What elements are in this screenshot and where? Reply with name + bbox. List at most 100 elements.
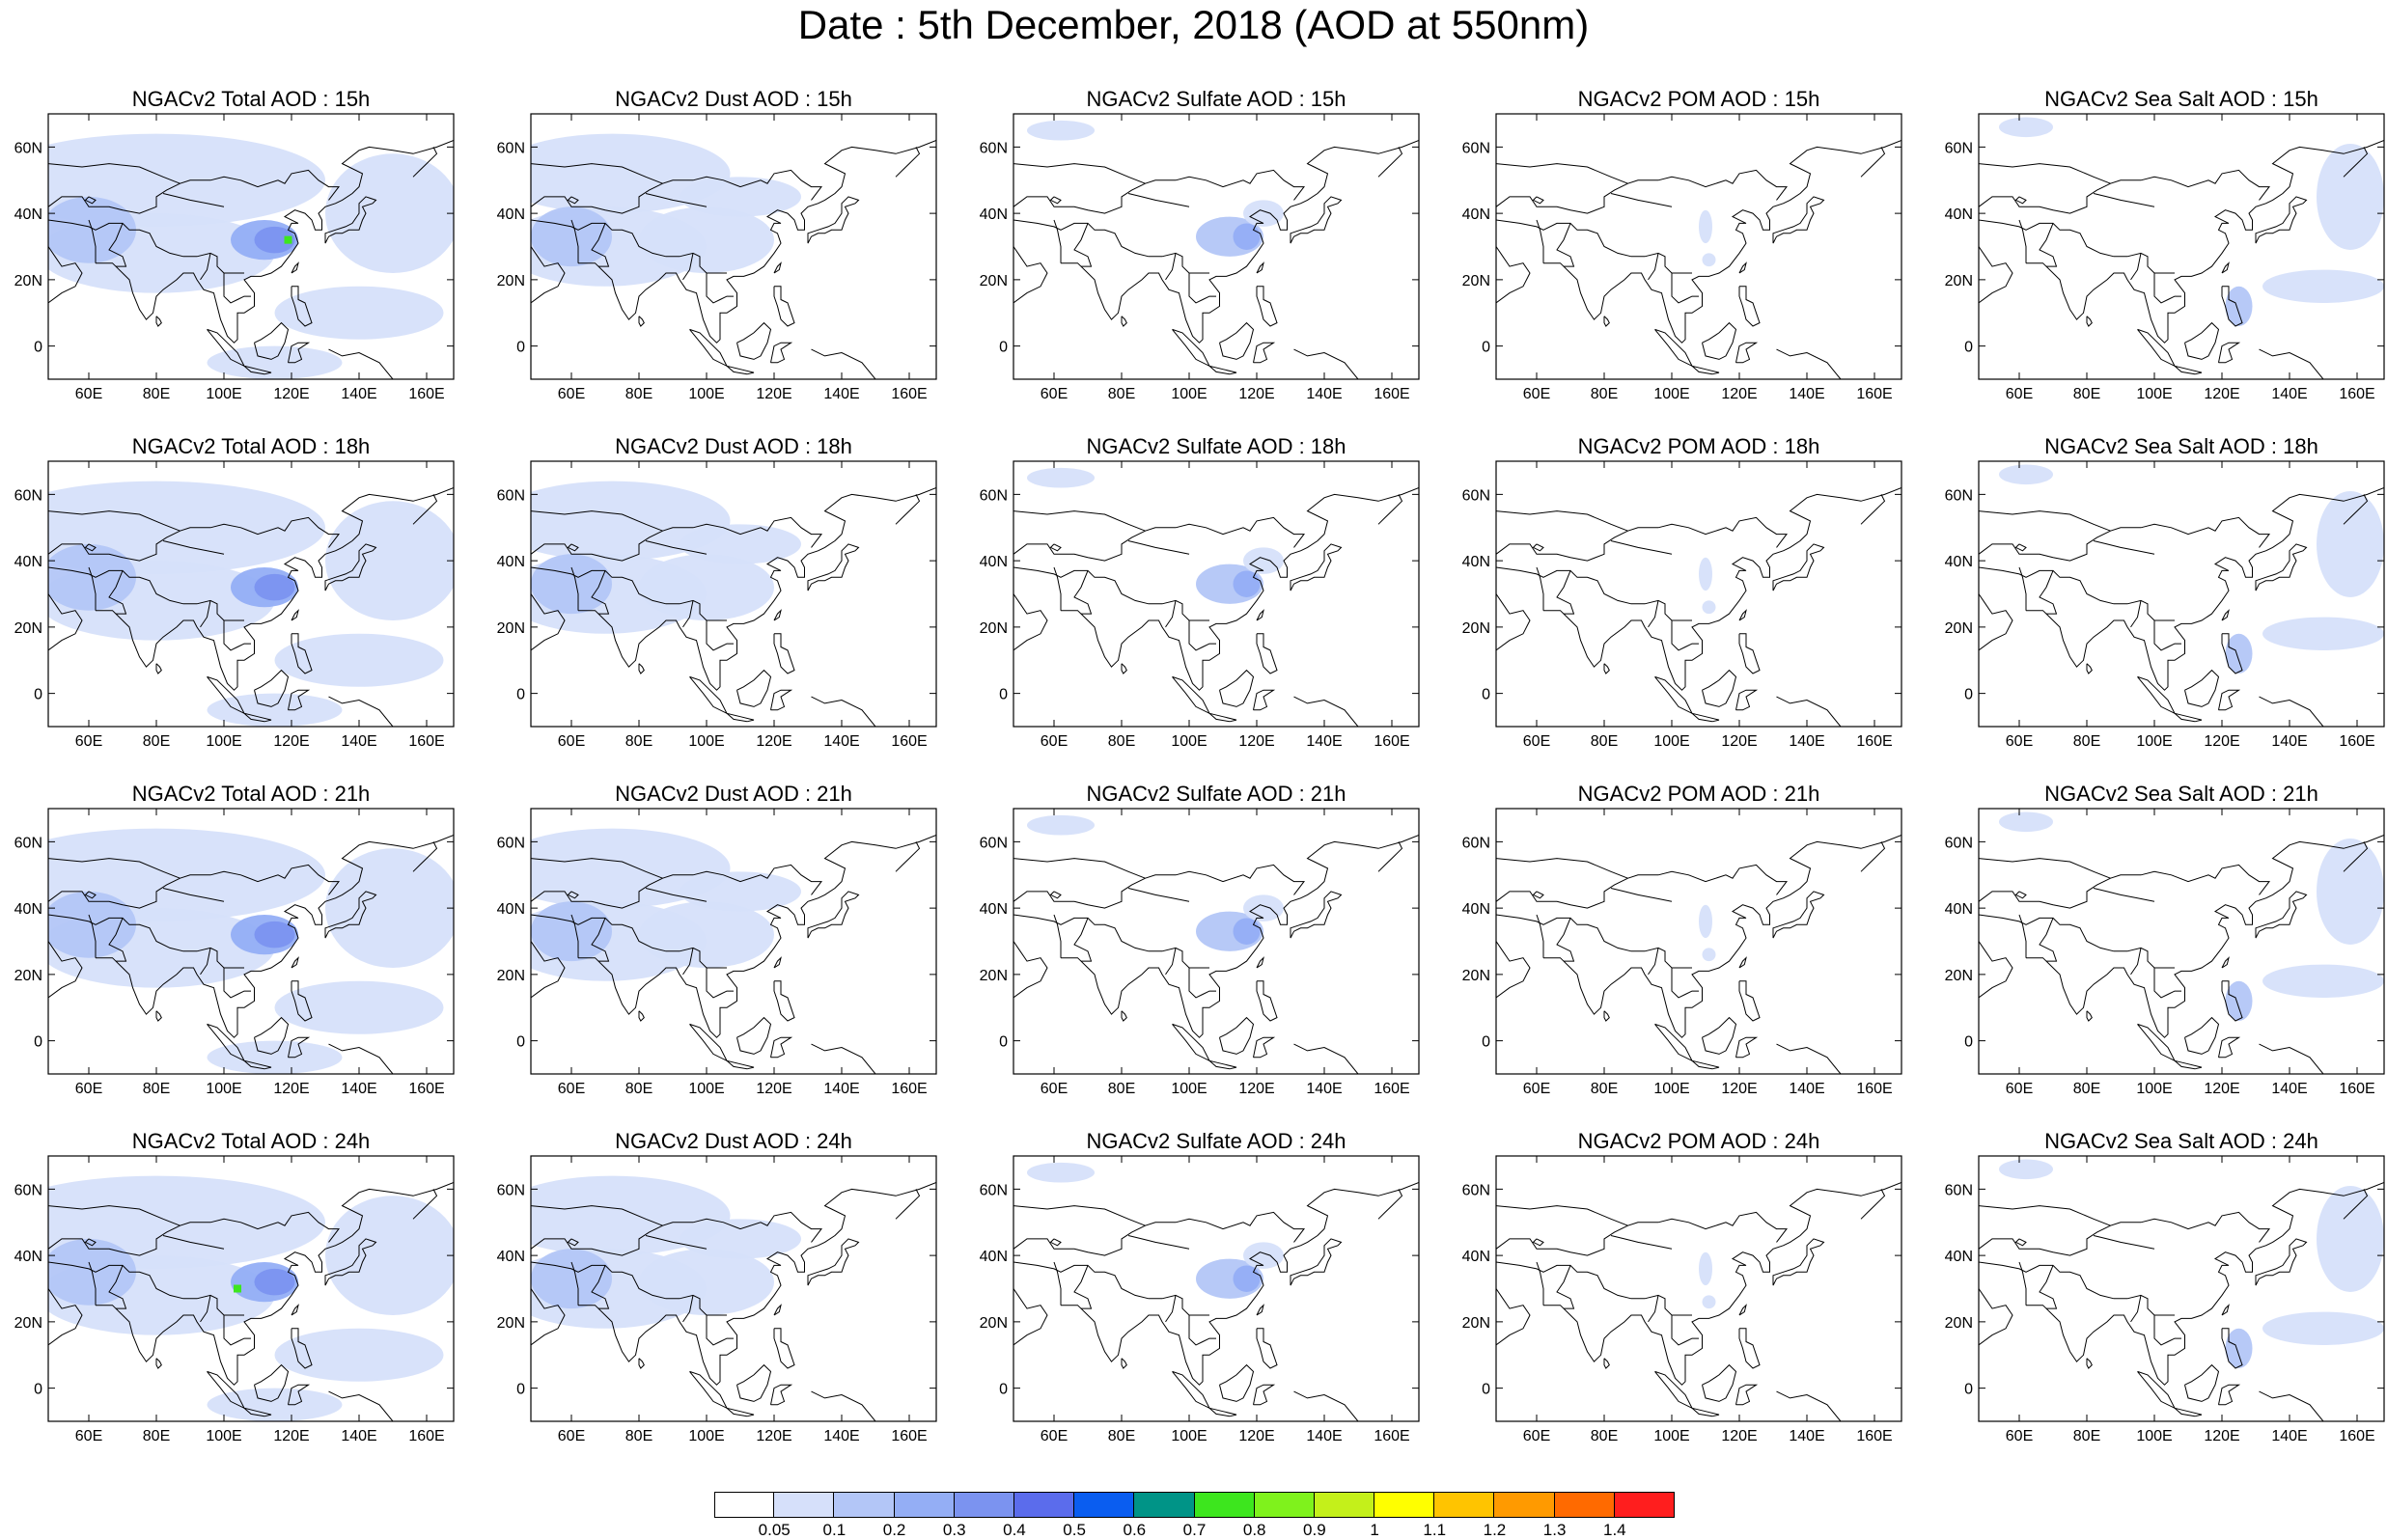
geo-line — [1979, 1261, 2175, 1316]
geo-line — [2221, 980, 2243, 1022]
lat-tick-label: 20N — [1462, 273, 1490, 289]
map-frame — [1495, 113, 1902, 380]
geo-line — [162, 193, 225, 207]
geo-line — [1172, 328, 1211, 368]
aod-field — [1027, 814, 1284, 951]
geo-line — [48, 1211, 341, 1256]
geo-line — [223, 968, 251, 999]
geo-line — [645, 540, 708, 555]
geo-line — [200, 948, 211, 976]
geo-line — [2221, 956, 2230, 969]
geo-line — [531, 593, 566, 651]
geo-line — [324, 1238, 377, 1286]
geo-line — [531, 1205, 663, 1226]
map-plot: 60N 40N 20N 0 60E 80E 100E 120E 140E 160E — [1462, 460, 1902, 750]
geo-line — [1735, 1384, 1759, 1406]
geo-line — [811, 348, 876, 379]
lat-tick-label: 40N — [980, 901, 1008, 918]
geo-line — [567, 891, 579, 899]
geo-line — [243, 365, 272, 375]
geo-line — [1496, 1288, 1531, 1346]
geo-line — [578, 835, 936, 1038]
lat-tick-label: 40N — [1462, 554, 1490, 570]
aod-field — [1699, 209, 1716, 267]
map-panel-dust-4: NGACv2 Dust AOD : 24h 60N 40N 20N 0 60E 80E 100… — [483, 1129, 965, 1471]
lat-tick-label: 60N — [1945, 487, 1973, 504]
geo-line — [1188, 620, 1216, 651]
geo-line — [2343, 1189, 2369, 1220]
lat-tick-label: 40N — [1462, 901, 1490, 918]
map-plot: 60N 40N 20N 0 60E 80E 100E 120E 140E 160E — [1462, 1155, 1902, 1444]
geo-line — [1691, 712, 1720, 723]
aod-shade — [325, 848, 454, 968]
coastlines — [48, 140, 454, 379]
geo-line — [84, 891, 97, 899]
map-plot: 60N 40N 20N 0 60E 80E 100E 120E 140E 160E — [980, 1155, 1420, 1444]
geo-line — [2255, 1238, 2308, 1286]
lat-tick-label: 40N — [497, 554, 525, 570]
geo-line — [2130, 948, 2142, 976]
geo-line — [578, 487, 936, 691]
lat-tick-label: 40N — [14, 554, 42, 570]
geo-line — [1610, 193, 1673, 207]
lon-tick-label: 160E — [1856, 386, 1892, 402]
geo-line — [682, 253, 694, 281]
lon-tick-label: 160E — [408, 1428, 444, 1444]
geo-line — [88, 219, 97, 263]
geo-line — [1702, 1016, 1737, 1055]
lon-tick-label: 160E — [408, 733, 444, 750]
geo-line — [1208, 1059, 1237, 1070]
geo-line — [1860, 494, 1886, 525]
geo-line — [1979, 1205, 2111, 1226]
geo-line — [1738, 261, 1747, 274]
geo-line — [84, 543, 97, 552]
lon-tick-label: 160E — [891, 1081, 927, 1097]
lon-tick-label: 80E — [1591, 386, 1618, 402]
geo-line — [1543, 1182, 1901, 1386]
lon-tick-label: 140E — [823, 1081, 859, 1097]
geo-line — [2221, 286, 2243, 327]
coastlines — [1013, 1182, 1419, 1421]
geo-line — [2218, 1036, 2241, 1059]
geo-line — [1290, 1238, 1343, 1286]
map-frame — [47, 1155, 455, 1422]
geo-line — [1738, 633, 1761, 674]
geo-line — [155, 1358, 162, 1369]
geo-line — [1053, 219, 1062, 263]
geo-line — [1256, 956, 1264, 969]
geo-line — [288, 689, 311, 711]
map-plot: 60N 40N 20N 0 60E 80E 100E 120E 140E 160E — [14, 113, 455, 402]
aod-field — [531, 481, 801, 634]
geo-line — [1013, 1288, 1048, 1346]
geo-line — [726, 1407, 755, 1417]
geo-line — [531, 566, 727, 621]
colorbar-label: 0.3 — [942, 1521, 966, 1539]
geo-line — [1543, 140, 1901, 344]
geo-line — [48, 246, 83, 304]
lon-tick-label: 100E — [1653, 1428, 1689, 1444]
lon-tick-label: 120E — [1238, 1428, 1274, 1444]
map-frame — [1013, 1155, 1420, 1422]
geo-line — [2174, 1407, 2203, 1417]
lon-tick-label: 60E — [1041, 1081, 1068, 1097]
panel-title: NGACv2 Total AOD : 21h — [131, 782, 371, 806]
lon-tick-label: 100E — [206, 733, 241, 750]
colorbar-label: 0.7 — [1182, 1521, 1207, 1539]
lon-tick-label: 100E — [1171, 1428, 1207, 1444]
geo-line — [1053, 566, 1062, 611]
geo-line — [1648, 253, 1659, 281]
lon-tick-label: 120E — [2204, 733, 2239, 750]
lat-tick-label: 20N — [497, 968, 525, 984]
geo-line — [2153, 273, 2181, 304]
lon-tick-label: 60E — [2006, 733, 2033, 750]
coastlines — [1979, 835, 2384, 1074]
geo-line — [48, 516, 341, 562]
geo-line — [48, 1288, 83, 1346]
geo-line — [1073, 918, 1093, 962]
aod-shade — [1027, 467, 1095, 488]
aod-shade — [1699, 209, 1712, 244]
geo-line — [2093, 540, 2155, 555]
geo-line — [1776, 1043, 1842, 1074]
colorbar-label: 0.5 — [1063, 1521, 1086, 1539]
geo-line — [48, 1205, 180, 1226]
